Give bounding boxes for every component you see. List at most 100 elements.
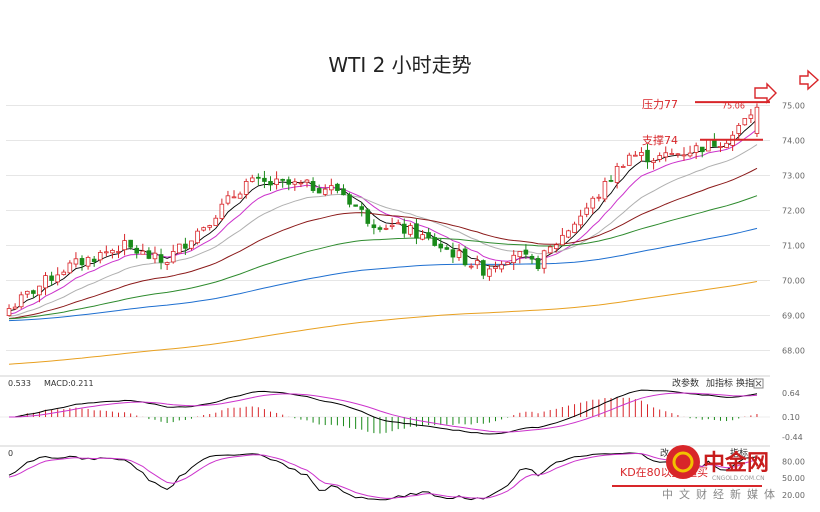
candle-body <box>43 275 48 289</box>
candle-body <box>164 262 170 265</box>
candle-body <box>614 165 620 183</box>
candle-body <box>243 181 249 195</box>
resistance-label: 压力77 <box>642 98 678 111</box>
candle-body <box>341 188 346 196</box>
candle-body <box>262 177 267 182</box>
indicator-button[interactable]: 加指标 <box>706 377 733 389</box>
candle-body <box>687 152 693 157</box>
candle-body <box>249 177 255 182</box>
candle-body <box>377 227 383 230</box>
kd-tick-label: 50.00 <box>782 474 805 483</box>
candle-body <box>280 178 285 181</box>
macd-label-dif: 0.533 <box>8 379 31 388</box>
candle-body <box>706 139 711 152</box>
candle-body <box>286 179 292 185</box>
candle-body <box>6 308 12 316</box>
candle-body <box>304 179 310 183</box>
candle-body <box>444 247 450 250</box>
candle-body <box>724 142 729 148</box>
candle-body <box>572 223 577 233</box>
candle-body <box>535 258 541 270</box>
annotations: 压力77 支撑74 75.06 <box>642 69 820 147</box>
candle-body <box>560 234 565 246</box>
candle-body <box>231 196 237 199</box>
candle-body <box>61 271 67 275</box>
candle-body <box>608 179 614 182</box>
candle-body <box>626 154 632 166</box>
moving-average-line <box>8 195 758 320</box>
indicator-button[interactable]: 改参数 <box>672 377 699 389</box>
brand-logo-icon <box>666 445 700 479</box>
candle-body <box>122 240 127 251</box>
kd-tick-label: 20.00 <box>782 491 805 500</box>
candle-body <box>359 206 365 210</box>
candle-body <box>547 246 553 254</box>
candle-body <box>718 146 723 148</box>
candle-body <box>523 249 529 255</box>
watermark-tagline: 中文财经新媒体 <box>662 487 781 501</box>
candle-body <box>201 227 206 231</box>
candle-body <box>37 285 42 296</box>
arrow-right-icon <box>799 69 820 91</box>
price-tick-label: 68.00 <box>782 347 805 356</box>
candle-body <box>590 197 596 209</box>
candle-body <box>195 230 200 244</box>
last-price-label: 75.06 <box>722 102 745 111</box>
candle-body <box>67 262 73 274</box>
candle-body <box>316 188 322 194</box>
candle-body <box>31 290 36 294</box>
candle-body <box>401 223 407 234</box>
candle-body <box>657 155 662 160</box>
candle-body <box>12 306 18 310</box>
candle-body <box>365 209 371 224</box>
candle-body <box>274 178 279 185</box>
candle-body <box>177 243 182 254</box>
candle-body <box>183 243 188 249</box>
candle-body <box>310 181 316 191</box>
candle-body <box>85 256 91 267</box>
candle-body <box>170 251 176 263</box>
price-tick-label: 72.00 <box>782 207 805 216</box>
candle-body <box>24 290 30 295</box>
price-tick-label: 74.00 <box>782 137 805 146</box>
candle-body <box>639 151 644 156</box>
indicator-button[interactable]: 指标 <box>730 447 748 459</box>
candle-body <box>450 249 456 258</box>
candle-body <box>474 260 480 266</box>
candle-body <box>213 217 219 226</box>
candle-body <box>116 251 121 253</box>
watermark-domain: CNGOLD.COM.CN <box>712 475 765 482</box>
candle-body <box>207 225 212 228</box>
candle-body <box>736 125 742 134</box>
candle-body <box>49 275 54 281</box>
candle-body <box>432 237 437 246</box>
price-axis: 75.00 74.00 73.00 72.00 71.00 70.00 69.00 68.00 <box>782 102 805 356</box>
price-tick-label: 75.00 <box>782 102 805 111</box>
candle-body <box>408 225 413 235</box>
candle-body <box>146 250 152 259</box>
arrow-right-icon <box>754 82 777 104</box>
moving-average-line <box>8 118 758 312</box>
support-label: 支撑74 <box>642 133 678 147</box>
price-tick-label: 73.00 <box>782 172 805 181</box>
macd-dea-line <box>9 392 758 433</box>
moving-average-line <box>8 281 758 365</box>
candle-body <box>699 146 705 153</box>
candle-body <box>18 294 24 308</box>
candle-body <box>541 250 547 269</box>
candle-body <box>414 223 419 239</box>
candle-body <box>389 224 395 227</box>
candle-body <box>292 181 298 185</box>
kd-k-line <box>8 452 758 501</box>
candles <box>6 103 760 317</box>
candle-body <box>347 194 352 205</box>
candle-body <box>395 222 401 225</box>
candle-body <box>620 165 626 168</box>
candle-body <box>462 248 468 266</box>
candle-body <box>584 207 589 215</box>
candle-body <box>335 183 340 191</box>
indicator-button[interactable]: 改 <box>660 447 669 459</box>
